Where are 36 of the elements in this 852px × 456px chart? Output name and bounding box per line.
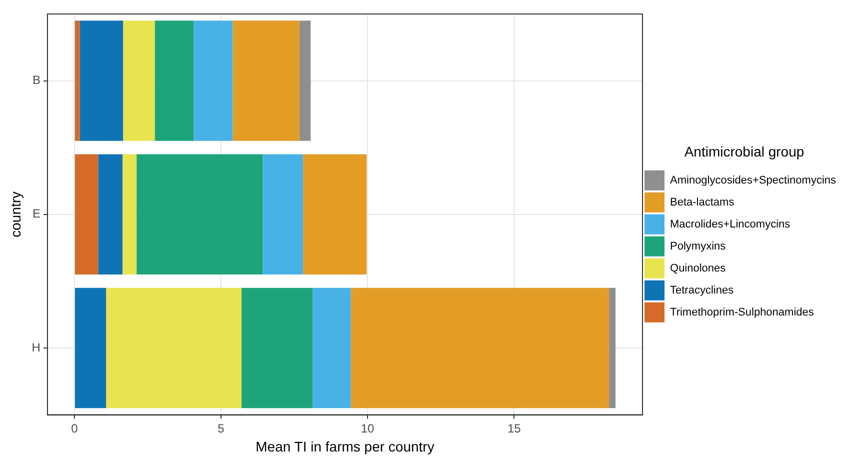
legend-label: Aminoglycosides+Spectinomycins <box>670 174 836 186</box>
bar <box>232 20 300 141</box>
bar <box>74 288 106 408</box>
bar <box>123 20 155 141</box>
legend-label: Quinolones <box>670 262 726 274</box>
x-tick-label: 15 <box>507 421 522 436</box>
y-tick-label: E <box>32 206 40 221</box>
bar <box>303 154 367 275</box>
bar <box>98 154 123 275</box>
x-tick-label: 5 <box>218 421 225 436</box>
legend-title: Antimicrobial group <box>684 143 804 160</box>
bar <box>106 288 242 408</box>
x-axis-title: Mean TI in farms per country <box>256 438 434 454</box>
legend-label: Macrolides+Lincomycins <box>670 218 791 230</box>
x-tick-label: 0 <box>71 421 78 436</box>
bar <box>312 288 351 408</box>
bar <box>74 20 80 141</box>
bar <box>154 20 194 141</box>
bar <box>609 288 616 408</box>
bar <box>122 154 137 275</box>
bar <box>242 288 312 408</box>
legend-label: Polymyxins <box>670 240 726 252</box>
bar <box>74 154 98 275</box>
y-axis-title: country <box>7 191 24 238</box>
bar <box>350 288 610 408</box>
bar <box>136 154 263 275</box>
legend-label: Trimethoprim-Sulphonamides <box>670 306 814 318</box>
bar <box>194 20 233 141</box>
y-tick-label: B <box>32 73 40 88</box>
y-tick-label: H <box>32 340 40 354</box>
bar <box>300 20 311 141</box>
bar <box>80 20 124 141</box>
legend-label: Beta-lactams <box>670 196 735 208</box>
bar <box>262 154 304 275</box>
x-tick-label: 10 <box>360 421 375 436</box>
legend-label: Tetracyclines <box>670 284 734 296</box>
